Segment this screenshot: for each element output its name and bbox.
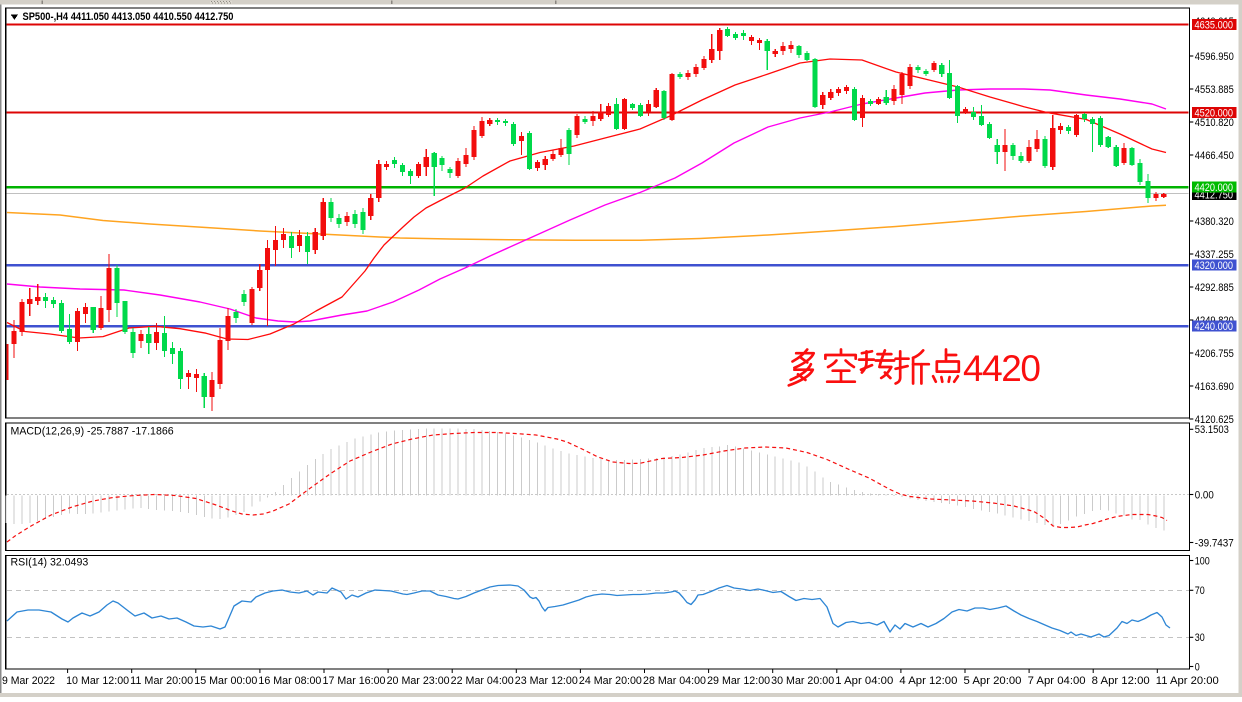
svg-text:0: 0 (1195, 661, 1200, 673)
svg-text:4466.450: 4466.450 (1195, 150, 1234, 162)
svg-text:22 Mar 04:00: 22 Mar 04:00 (451, 675, 514, 687)
svg-text:7 Apr 04:00: 7 Apr 04:00 (1028, 675, 1086, 687)
svg-text:11 Mar 20:00: 11 Mar 20:00 (130, 675, 193, 687)
svg-text:70: 70 (1195, 585, 1205, 597)
svg-text:100: 100 (1195, 555, 1210, 567)
svg-text:4 Apr 12:00: 4 Apr 12:00 (899, 675, 957, 687)
svg-text:8 Apr 12:00: 8 Apr 12:00 (1092, 675, 1150, 687)
svg-text:4320.000: 4320.000 (1195, 260, 1234, 272)
svg-text:4163.690: 4163.690 (1195, 381, 1234, 393)
svg-text:23 Mar 12:00: 23 Mar 12:00 (515, 675, 578, 687)
svg-text:30 Mar 20:00: 30 Mar 20:00 (771, 675, 834, 687)
svg-text:29 Mar 12:00: 29 Mar 12:00 (707, 675, 770, 687)
svg-text:4596.950: 4596.950 (1195, 51, 1234, 63)
svg-text:15 Mar 00:00: 15 Mar 00:00 (194, 675, 257, 687)
svg-text:4380.320: 4380.320 (1195, 216, 1234, 228)
svg-text:4292.885: 4292.885 (1195, 282, 1234, 294)
svg-text:0.00: 0.00 (1195, 489, 1214, 501)
svg-text:5 Apr 20:00: 5 Apr 20:00 (964, 675, 1022, 687)
svg-text:28 Mar 04:00: 28 Mar 04:00 (643, 675, 706, 687)
svg-text:16 Mar 08:00: 16 Mar 08:00 (258, 675, 321, 687)
svg-text:SP500-,H4 4411.050 4413.050 4: SP500-,H4 4411.050 4413.050 4410.550 441… (23, 11, 234, 23)
svg-text:17 Mar 16:00: 17 Mar 16:00 (323, 675, 386, 687)
svg-text:4520.000: 4520.000 (1195, 107, 1234, 119)
svg-text:-39.7437: -39.7437 (1195, 537, 1234, 549)
svg-text:MACD(12,26,9) -25.7887 -17.186: MACD(12,26,9) -25.7887 -17.1866 (11, 426, 174, 438)
svg-text:4420.000: 4420.000 (1195, 182, 1234, 194)
svg-text:4635.000: 4635.000 (1195, 19, 1234, 31)
svg-text:20 Mar 23:00: 20 Mar 23:00 (387, 675, 450, 687)
svg-text:10 Mar 12:00: 10 Mar 12:00 (66, 675, 129, 687)
svg-text:53.1503: 53.1503 (1195, 424, 1229, 436)
svg-text:RSI(14) 32.0493: RSI(14) 32.0493 (11, 557, 89, 569)
svg-text:11 Apr 20:00: 11 Apr 20:00 (1156, 675, 1219, 687)
svg-text:24 Mar 20:00: 24 Mar 20:00 (579, 675, 642, 687)
svg-text:4337.255: 4337.255 (1195, 249, 1234, 261)
svg-text:30: 30 (1195, 632, 1205, 644)
svg-text:4553.885: 4553.885 (1195, 84, 1234, 96)
svg-text:4420: 4420 (963, 348, 1041, 389)
svg-text:4206.755: 4206.755 (1195, 348, 1234, 360)
svg-text:4240.000: 4240.000 (1195, 321, 1234, 333)
svg-text:1 Apr 04:00: 1 Apr 04:00 (835, 675, 893, 687)
svg-text:9 Mar 2022: 9 Mar 2022 (2, 675, 55, 687)
